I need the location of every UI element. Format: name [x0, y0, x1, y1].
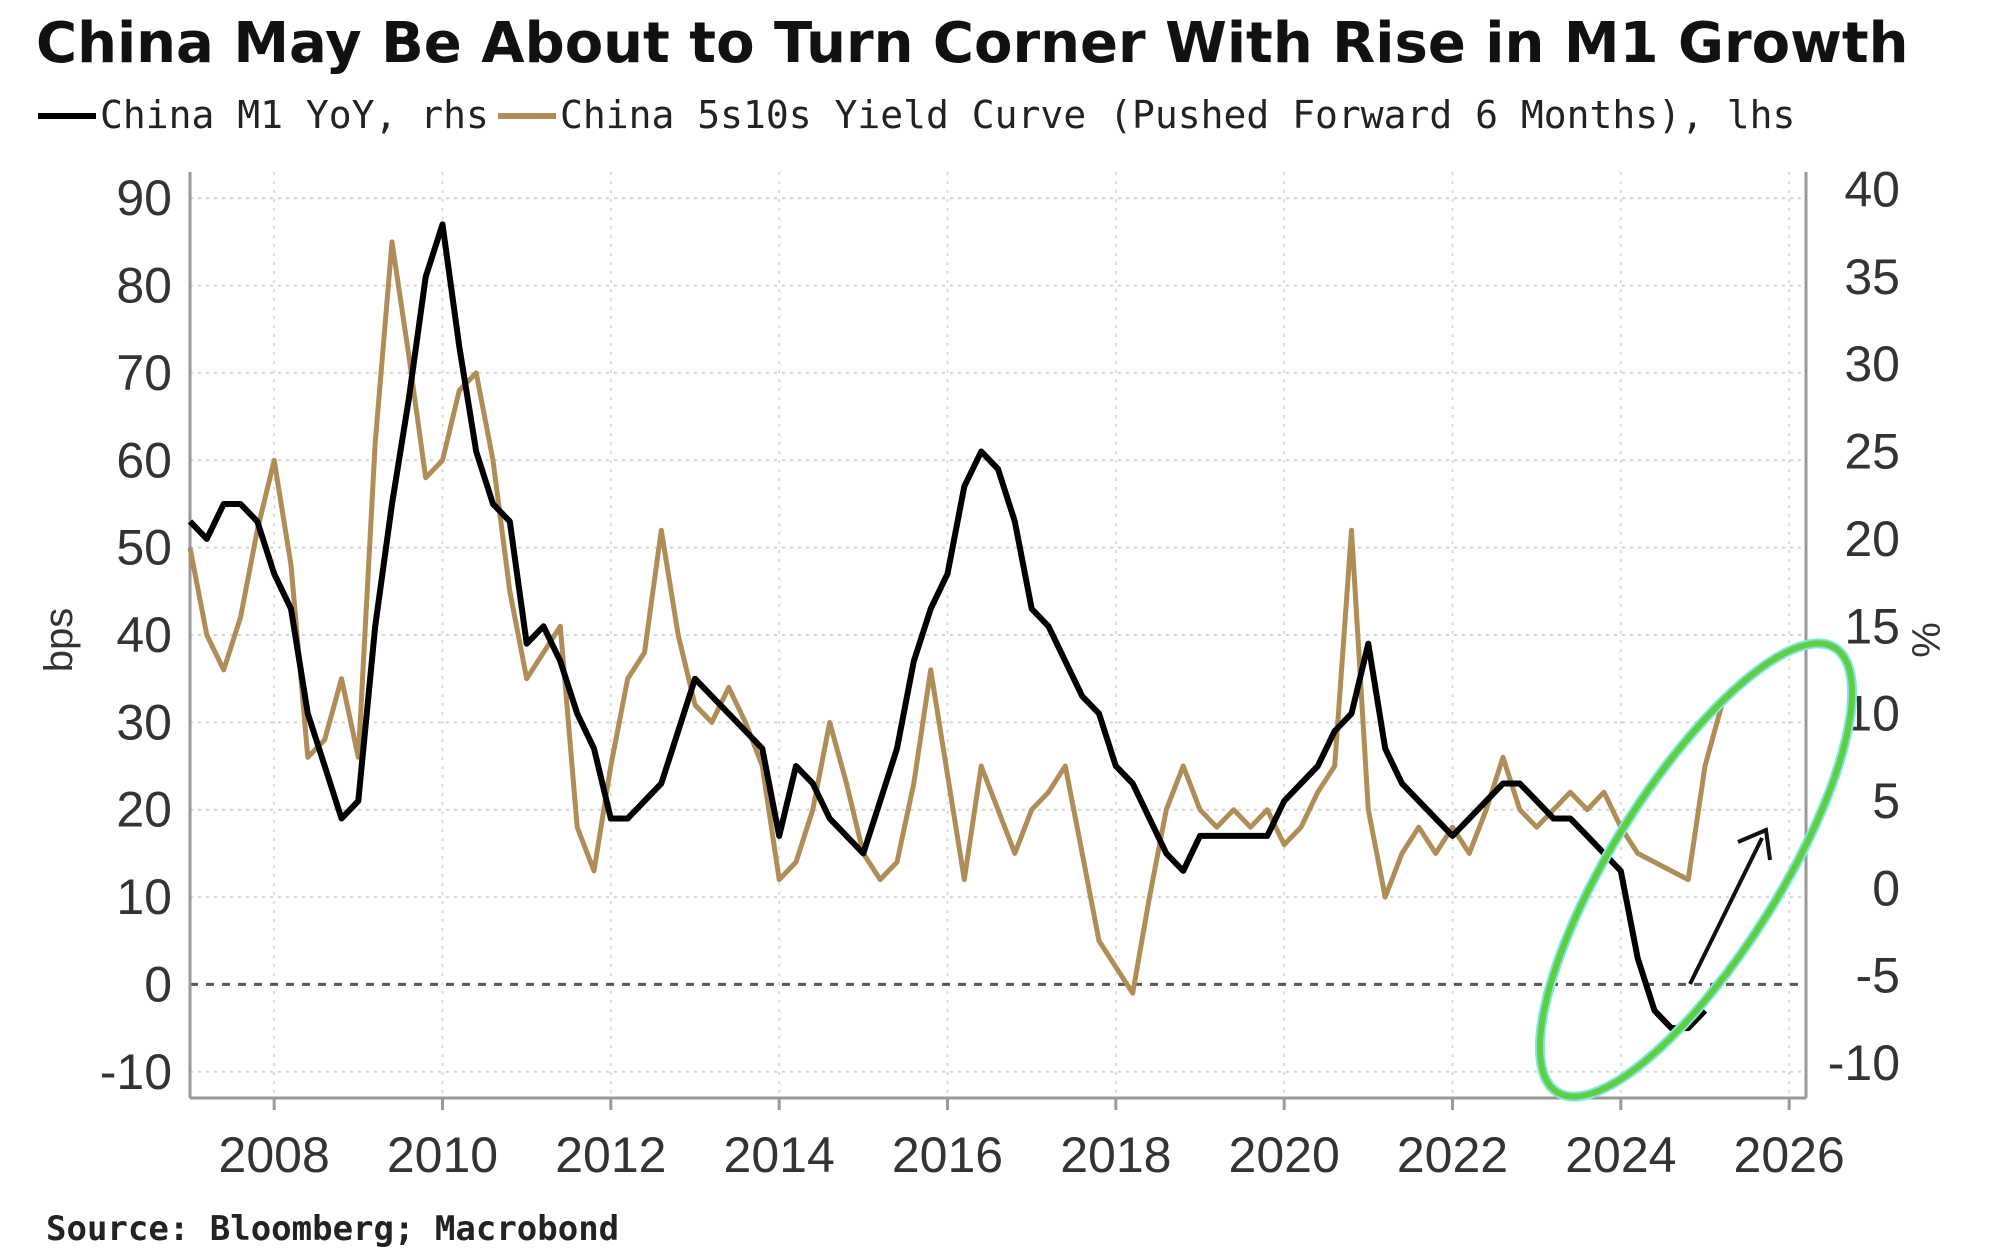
left-tick-label: 90 — [116, 170, 172, 226]
x-tick-label: 2014 — [724, 1127, 835, 1183]
legend: China M1 YoY, rhs China 5s10s Yield Curv… — [38, 93, 1795, 137]
right-tick-label: 40 — [1844, 161, 1900, 217]
series-layer — [187, 221, 1725, 1032]
x-axis-ticks: 2008 2010 2012 2014 2016 2018 2020 2022 2024 2026 — [219, 1098, 1845, 1183]
right-tick-label: 15 — [1844, 598, 1900, 654]
annotation — [1534, 638, 1858, 1102]
right-tick-label: 35 — [1844, 249, 1900, 305]
left-axis-ticks: 90 80 70 60 50 40 30 20 10 0 -10 — [100, 170, 172, 1100]
source-note: Source: Bloomberg; Macrobond — [46, 1209, 619, 1249]
x-tick-label: 2024 — [1565, 1127, 1676, 1183]
x-tick-label: 2012 — [555, 1127, 666, 1183]
gridlines — [190, 172, 1806, 1098]
right-tick-label: 25 — [1844, 424, 1900, 480]
x-tick-label: 2010 — [387, 1127, 498, 1183]
left-tick-label: 70 — [116, 345, 172, 401]
right-tick-label: 5 — [1872, 773, 1900, 829]
left-tick-label: -10 — [100, 1044, 172, 1100]
left-tick-label: 20 — [116, 782, 172, 838]
right-tick-label: 20 — [1844, 511, 1900, 567]
x-tick-label: 2018 — [1060, 1127, 1171, 1183]
series-line-m1 — [187, 221, 1708, 1032]
plot-frame — [188, 172, 1808, 1100]
left-tick-label: 0 — [144, 956, 172, 1012]
right-axis-label: % — [1905, 622, 1949, 658]
left-tick-label: 30 — [116, 694, 172, 750]
left-tick-label: 60 — [116, 432, 172, 488]
right-tick-label: 0 — [1872, 860, 1900, 916]
x-tick-label: 2022 — [1397, 1127, 1508, 1183]
left-axis-label: bps — [37, 608, 81, 673]
x-tick-label: 2026 — [1734, 1127, 1845, 1183]
highlight-ellipse — [1536, 640, 1856, 1100]
x-tick-label: 2016 — [892, 1127, 1003, 1183]
left-tick-label: 80 — [116, 258, 172, 314]
right-tick-label: -10 — [1828, 1035, 1900, 1091]
series-line-yield-curve — [187, 239, 1725, 996]
left-tick-label: 40 — [116, 607, 172, 663]
x-tick-label: 2008 — [219, 1127, 330, 1183]
legend-label-m1: China M1 YoY, rhs — [100, 93, 489, 137]
chart-title: China May Be About to Turn Corner With R… — [36, 11, 1908, 76]
x-tick-label: 2020 — [1229, 1127, 1340, 1183]
left-tick-label: 50 — [116, 520, 172, 576]
left-tick-label: 10 — [116, 869, 172, 925]
right-tick-label: -5 — [1856, 948, 1900, 1004]
trend-arrow-shaft — [1688, 837, 1764, 985]
trend-arrow-head — [1737, 827, 1772, 861]
legend-label-yield-curve: China 5s10s Yield Curve (Pushed Forward … — [560, 93, 1795, 137]
right-tick-label: 30 — [1844, 336, 1900, 392]
